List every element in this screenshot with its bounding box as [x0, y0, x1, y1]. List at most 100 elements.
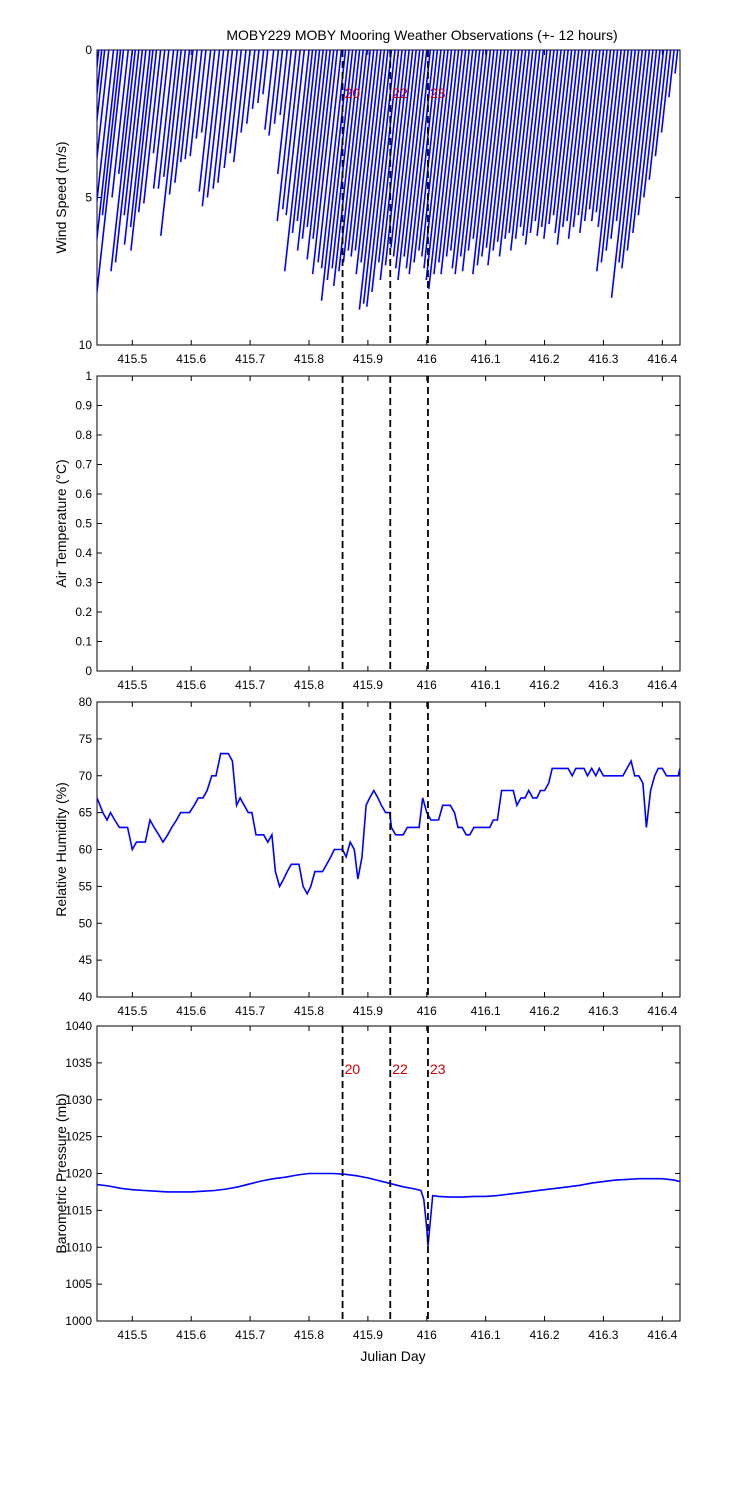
wind-stick	[332, 50, 361, 287]
wind-stick	[514, 50, 538, 239]
wind-stick	[654, 50, 668, 157]
wind-stick	[97, 50, 119, 246]
wind-stick	[276, 50, 293, 174]
wind-stick	[360, 50, 386, 263]
x-tick-label: 415.6	[176, 1328, 206, 1342]
event-marker-label: 22	[392, 1061, 408, 1077]
chart-panel-1: 415.5 415.6 415.7 415.8 415.9 416 416.1 416.2 41…	[53, 43, 681, 366]
wind-stick	[251, 50, 260, 110]
wind-stick	[366, 50, 396, 307]
event-marker-label: 22	[392, 85, 408, 101]
wind-stick	[97, 50, 103, 101]
wind-stick	[618, 50, 644, 263]
wind-stick	[379, 50, 407, 281]
y-axis-label: Wind Speed (m/s)	[53, 141, 69, 253]
x-tick-label: 415.8	[294, 1004, 324, 1018]
wind-stick	[459, 50, 485, 257]
wind-stick	[590, 50, 612, 222]
x-tick-label: 415.8	[294, 678, 324, 692]
y-tick-label: 1010	[65, 1240, 92, 1254]
wind-stick	[160, 50, 183, 236]
wind-stick	[291, 50, 314, 233]
x-tick-label: 416.1	[471, 1328, 501, 1342]
wind-stick	[97, 50, 110, 165]
wind-stick	[264, 50, 275, 130]
wind-stick	[508, 50, 531, 233]
wind-stick	[418, 50, 442, 251]
wind-stick	[522, 50, 545, 236]
chart-panel-4: 415.5 415.6 415.7 415.8 415.9 416 416.1 416.2 41…	[53, 1019, 681, 1342]
wind-stick	[201, 50, 221, 207]
wind-stick	[347, 50, 372, 251]
wind-stick	[296, 50, 321, 251]
wind-stick	[403, 50, 428, 257]
wind-stick	[600, 50, 626, 263]
x-tick-label: 416	[417, 1328, 437, 1342]
x-tick-label: 416.4	[647, 1004, 677, 1018]
wind-stick	[428, 50, 456, 290]
wind-stick	[543, 50, 566, 239]
wind-stick	[179, 50, 194, 163]
x-tick-label: 415.5	[117, 1328, 147, 1342]
x-tick-label: 415.8	[294, 1328, 324, 1342]
event-marker-label: 20	[345, 1061, 361, 1077]
wind-stick	[397, 50, 425, 281]
x-tick-label: 415.5	[117, 1004, 147, 1018]
x-tick-label: 416.3	[588, 678, 618, 692]
wind-stick	[129, 50, 151, 228]
wind-stick	[174, 50, 191, 183]
wind-stick	[354, 50, 379, 251]
plot-area	[97, 1172, 680, 1246]
wind-stick	[123, 50, 144, 216]
event-marker-label: 23	[430, 1061, 446, 1077]
wind-stick	[668, 50, 675, 98]
wind-stick	[390, 50, 414, 248]
wind-stick	[312, 50, 335, 239]
x-tick-label: 415.9	[353, 1004, 383, 1018]
axes-box	[96, 1025, 681, 1322]
wind-stick	[342, 50, 368, 263]
wind-stick	[97, 50, 106, 128]
x-tick-label: 415.7	[235, 1328, 265, 1342]
wind-stick	[97, 50, 115, 208]
wind-stick	[296, 50, 317, 222]
y-tick-label: 60	[79, 843, 93, 857]
wind-stick	[610, 50, 640, 298]
wind-stick	[637, 50, 658, 216]
wind-stick	[358, 50, 389, 310]
x-tick-label: 416.1	[471, 1004, 501, 1018]
wind-stick	[583, 50, 605, 222]
x-tick-label: 416.4	[647, 352, 677, 366]
wind-stick	[472, 50, 495, 239]
wind-stick	[449, 50, 474, 251]
wind-stick	[110, 50, 137, 272]
y-axis-label: Relative Humidity (%)	[53, 782, 69, 917]
wind-stick	[362, 50, 393, 304]
wind-stick	[562, 50, 584, 228]
wind-stick	[377, 50, 403, 263]
y-tick-label: 0.1	[75, 635, 92, 649]
wind-stick	[189, 50, 203, 157]
wind-stick	[281, 50, 301, 210]
wind-stick	[595, 50, 615, 213]
y-tick-label: 1005	[65, 1277, 92, 1291]
wind-stick	[117, 50, 134, 174]
x-tick-label: 415.5	[117, 678, 147, 692]
y-axis-label: Barometric Pressure (mb)	[53, 1093, 69, 1253]
wind-stick	[371, 50, 400, 292]
wind-stick	[184, 50, 198, 160]
wind-stick	[130, 50, 154, 251]
wind-stick	[498, 50, 523, 257]
wind-stick	[605, 50, 629, 251]
axes-box	[96, 375, 681, 672]
wind-stick	[556, 50, 580, 245]
x-tick-label: 416.2	[530, 678, 560, 692]
x-tick-label: 415.5	[117, 352, 147, 366]
wind-stick	[262, 50, 269, 95]
wind-stick	[137, 50, 158, 213]
wind-stick	[245, 50, 256, 124]
event-marker-label: 20	[345, 85, 361, 101]
wind-stick	[572, 50, 594, 228]
y-tick-label: 1030	[65, 1093, 92, 1107]
wind-stick	[437, 50, 463, 263]
